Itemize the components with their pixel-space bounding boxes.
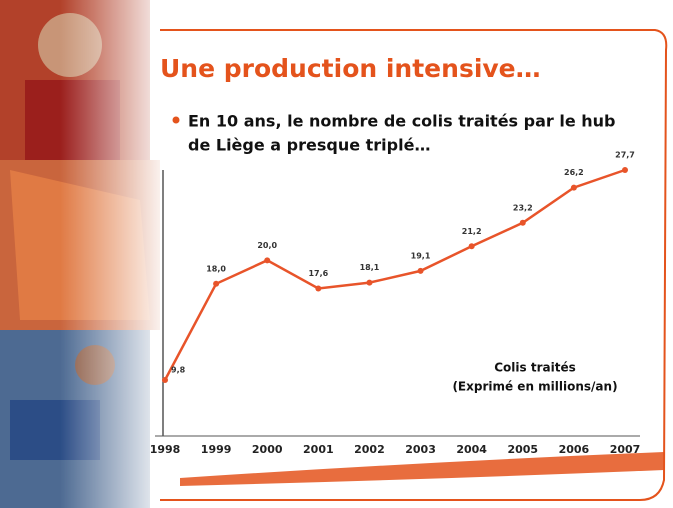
photo-collage xyxy=(0,0,170,508)
bullet-dot xyxy=(173,117,180,124)
value-label: 19,1 xyxy=(411,251,431,260)
subtitle: En 10 ans, le nombre de colis traités pa… xyxy=(188,112,616,131)
data-point xyxy=(162,377,168,383)
value-label: 18,0 xyxy=(206,264,226,273)
annotation: (Exprimé en millions/an) xyxy=(452,380,617,394)
x-tick-label: 1999 xyxy=(201,443,232,456)
data-point xyxy=(520,220,526,226)
value-label: 21,2 xyxy=(462,227,482,236)
x-tick-label: 2007 xyxy=(610,443,641,456)
x-tick-label: 1998 xyxy=(150,443,181,456)
title: Une production intensive… xyxy=(160,54,541,83)
data-point xyxy=(469,243,475,249)
x-tick-label: 2006 xyxy=(559,443,590,456)
x-tick-label: 2003 xyxy=(405,443,436,456)
data-point xyxy=(264,257,270,263)
x-tick-label: 2005 xyxy=(507,443,538,456)
data-line xyxy=(165,170,625,380)
subtitle: de Liège a presque triplé… xyxy=(188,136,430,155)
decor-swoosh xyxy=(180,452,664,486)
data-point xyxy=(213,281,219,287)
slide: Une production intensive… En 10 ans, le … xyxy=(0,0,673,508)
value-label: 27,7 xyxy=(615,151,635,160)
x-tick-label: 2001 xyxy=(303,443,334,456)
value-label: 20,0 xyxy=(257,241,277,250)
value-label: 17,6 xyxy=(308,269,328,278)
data-point xyxy=(418,268,424,274)
x-tick-label: 2004 xyxy=(456,443,487,456)
data-point xyxy=(622,167,628,173)
value-label: 18,1 xyxy=(360,263,380,272)
slide-border xyxy=(160,30,666,500)
value-label: 23,2 xyxy=(513,203,533,212)
value-label: 26,2 xyxy=(564,168,584,177)
data-point xyxy=(571,185,577,191)
data-point xyxy=(366,280,372,286)
x-tick-label: 2000 xyxy=(252,443,283,456)
x-tick-label: 2002 xyxy=(354,443,385,456)
value-label: 9,8 xyxy=(171,366,186,375)
data-point xyxy=(315,285,321,291)
annotation: Colis traités xyxy=(494,361,575,375)
